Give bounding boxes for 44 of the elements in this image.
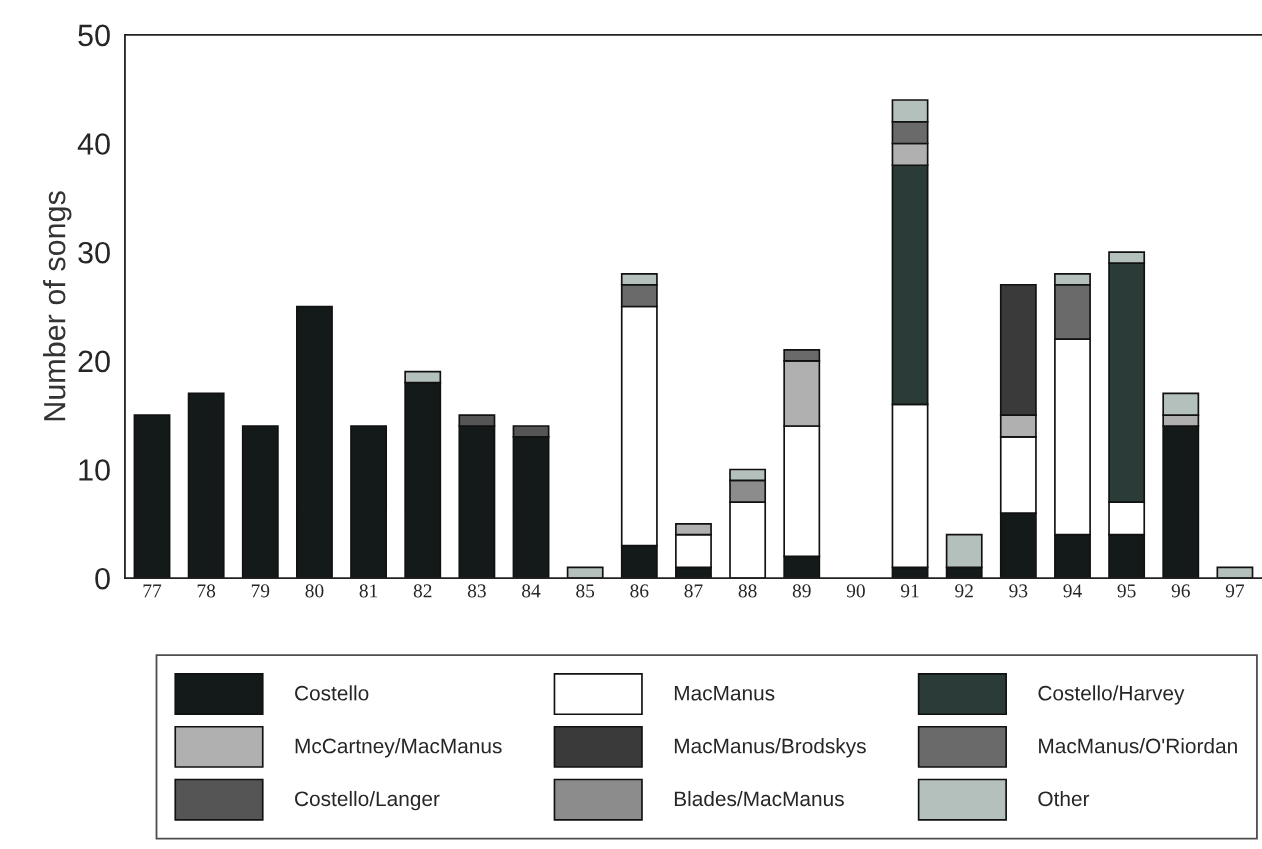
x-tick-label: 95	[1117, 584, 1136, 598]
y-tick-label: 30	[78, 241, 110, 264]
y-tick-label: 0	[95, 567, 110, 590]
x-tick-label: 80	[305, 584, 324, 598]
x-tick-label: 85	[576, 584, 595, 598]
bar	[241, 425, 279, 579]
x-tick-label: 87	[684, 584, 703, 598]
legend-label: MacManus/Brodskys	[674, 738, 866, 758]
x-tick-label: 93	[1009, 584, 1028, 598]
bar	[566, 566, 604, 579]
x-tick-label: 86	[630, 584, 649, 598]
x-tick-label: 82	[413, 584, 432, 598]
legend-label: MacManus/O'Riordan	[1039, 738, 1237, 754]
x-tick-label: 96	[1171, 584, 1190, 598]
bar	[1216, 566, 1254, 579]
x-tick-label: 94	[1063, 584, 1082, 598]
y-tick-label: 50	[78, 24, 110, 47]
bar	[133, 414, 171, 579]
y-axis-title: Number of songs	[43, 191, 72, 421]
x-tick-label: 91	[900, 584, 919, 598]
x-tick-label: 77	[143, 584, 162, 598]
legend-label: Blades/MacManus	[674, 790, 844, 807]
bar	[350, 425, 388, 579]
legend-label: Costello/Harvey	[1038, 685, 1185, 705]
x-tick-label: 92	[955, 584, 973, 598]
legend-label: Other	[1038, 790, 1090, 807]
x-tick-label: 90	[846, 584, 865, 598]
bar	[296, 305, 333, 579]
legend-label: MacManus	[674, 686, 775, 701]
legend-label: Costello/Langer	[295, 790, 440, 811]
x-tick-label: 83	[467, 584, 486, 598]
legend-label: McCartney/MacManus	[295, 738, 502, 758]
x-tick-label: 97	[1225, 584, 1245, 598]
y-tick-label: 20	[78, 350, 110, 373]
x-tick-label: 79	[251, 584, 270, 598]
x-tick-label: 88	[738, 584, 757, 598]
x-tick-label: 81	[359, 584, 378, 598]
x-tick-label: 78	[197, 584, 216, 598]
x-tick-label: 84	[522, 584, 541, 598]
y-tick-label: 40	[77, 133, 110, 155]
bar	[187, 392, 225, 579]
x-tick-label: 89	[792, 584, 811, 598]
y-tick-label: 10	[79, 459, 110, 481]
legend-label: Costello	[295, 685, 369, 701]
